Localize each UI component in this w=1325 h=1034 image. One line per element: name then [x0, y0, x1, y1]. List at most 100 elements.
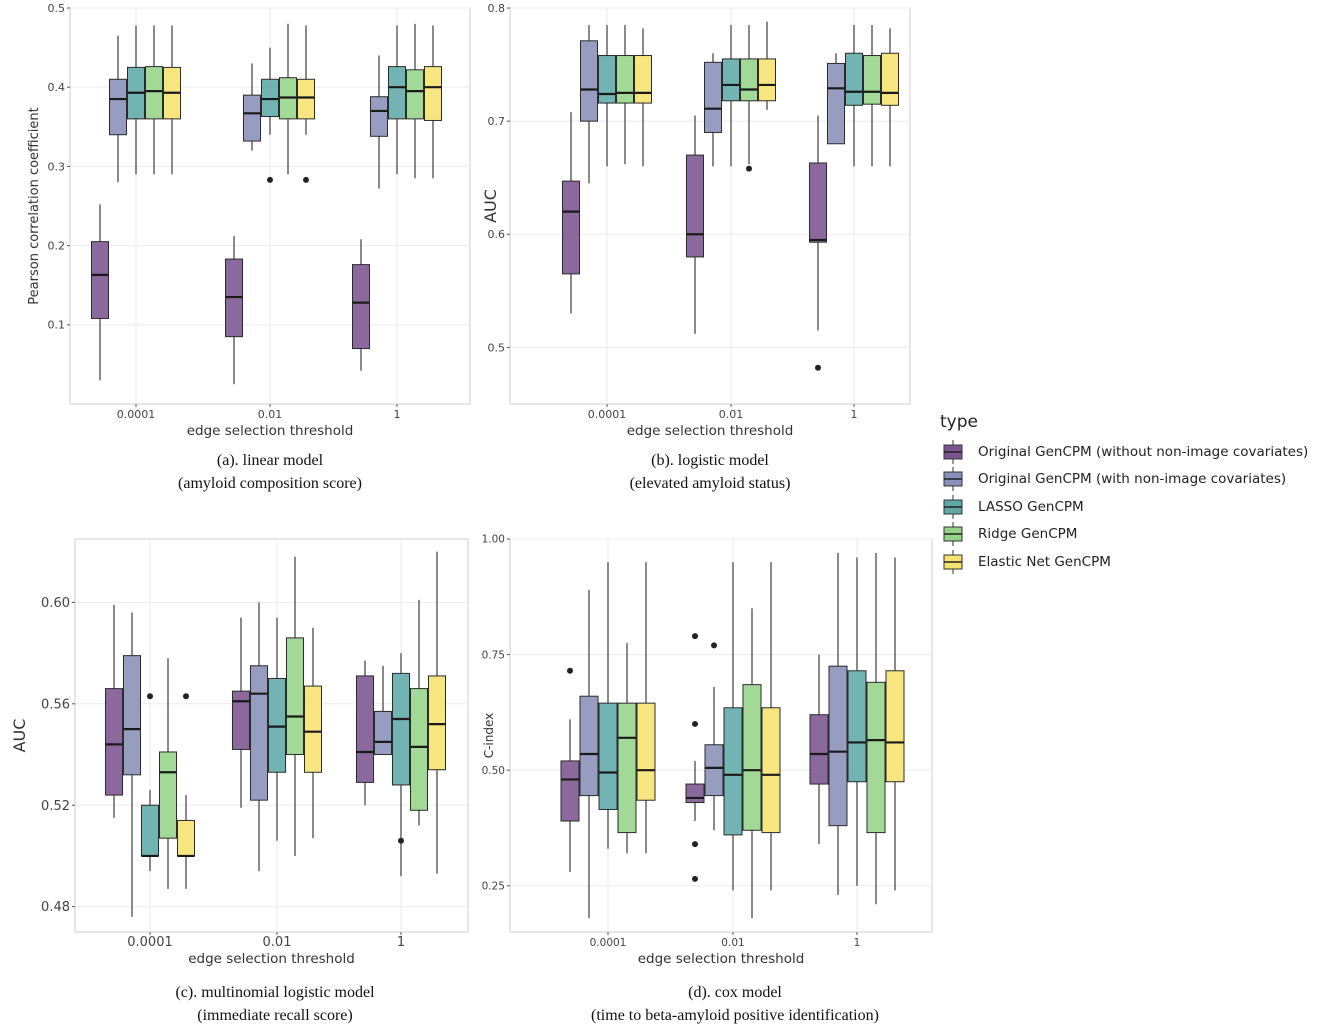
caption-b: (b). logistic model (elevated amyloid st…: [510, 449, 910, 495]
legend-key: [940, 439, 966, 465]
y-axis-label: AUC: [481, 189, 500, 223]
box-mark: [279, 23, 297, 175]
box-mark: [406, 23, 424, 179]
box: [616, 55, 634, 104]
y-tick-label: 0.52: [41, 799, 70, 814]
box-mark: [145, 25, 163, 175]
box-mark: [163, 25, 181, 175]
box-mark: [740, 24, 758, 172]
box: [261, 78, 279, 118]
chart-panel: 0.5 0.6 0.7 0.8 0.0001 0.01 1 edge selection th…: [481, 2, 911, 439]
y-tick-label: 0.48: [41, 900, 70, 915]
y-tick-label: 0.50: [482, 765, 505, 777]
box-mark: [159, 658, 177, 889]
x-axis-label: edge selection threshold: [187, 423, 354, 439]
box: [758, 58, 776, 102]
box-mark: [722, 24, 740, 167]
box: [177, 819, 195, 857]
box: [636, 702, 656, 801]
chart-panel: 0.25 0.50 0.75 1.00 0.0001 0.01 1 edge selectio…: [482, 534, 933, 967]
box-mark: [105, 604, 123, 818]
legend-key: [940, 521, 966, 547]
box-mark: [686, 115, 704, 334]
box-mark: [374, 665, 392, 756]
box-mark: [356, 660, 374, 806]
legend-label: LASSO GenCPM: [978, 498, 1084, 515]
box-mark: [297, 25, 315, 183]
box: [352, 264, 370, 350]
x-tick-label: 1: [854, 937, 861, 949]
box-mark: [261, 47, 279, 183]
legend-item: Original GenCPM (with non-image covariat…: [940, 466, 1308, 494]
box-mark: [704, 642, 724, 831]
box-mark: [809, 654, 829, 845]
box: [286, 637, 304, 756]
outlier-point: [692, 633, 698, 640]
x-axis-label: edge selection threshold: [188, 951, 355, 967]
box: [304, 685, 322, 773]
box-mark: [123, 612, 141, 917]
y-tick-label: 0.4: [48, 81, 66, 94]
x-axis-label: edge selection threshold: [627, 423, 794, 439]
legend-item: Ridge GenCPM: [940, 521, 1308, 549]
outlier-point: [746, 165, 752, 172]
y-tick-label: 0.75: [482, 649, 505, 661]
x-tick-label: 1: [394, 408, 401, 421]
box: [91, 241, 109, 319]
box-mark: [392, 653, 410, 877]
x-tick-label: 0.0001: [127, 935, 173, 950]
box: [410, 688, 428, 811]
caption-d-line1: (d). cox model: [688, 984, 782, 1001]
box: [392, 672, 410, 786]
x-tick-label: 0.01: [263, 935, 292, 950]
box-mark: [723, 562, 743, 891]
box-mark: [742, 608, 762, 919]
box-mark: [704, 53, 722, 167]
caption-d-line2: (time to beta-amyloid positive identific…: [591, 1007, 879, 1024]
caption-c-line2: (immediate recall score): [197, 1007, 353, 1024]
box: [406, 69, 424, 120]
outlier-point: [303, 176, 309, 183]
box: [617, 702, 637, 834]
box: [809, 162, 827, 243]
outlier-point: [692, 841, 698, 848]
box-mark: [579, 589, 599, 919]
box: [723, 707, 743, 836]
box-mark: [232, 617, 250, 808]
y-tick-label: 0.56: [41, 697, 70, 712]
x-axis-label: edge selection threshold: [638, 951, 805, 967]
box: [268, 677, 286, 773]
box-mark: [863, 24, 881, 167]
outlier-point: [815, 364, 821, 371]
outlier-point: [692, 720, 698, 727]
legend: type Original GenCPM (without non-image …: [940, 412, 1308, 576]
y-tick-label: 0.1: [48, 319, 66, 332]
box: [141, 804, 159, 857]
y-tick-label: 0.60: [41, 596, 70, 611]
box: [634, 55, 652, 104]
box: [297, 78, 315, 120]
y-axis-label: AUC: [10, 719, 29, 753]
box-mark: [636, 562, 656, 854]
box: [428, 675, 446, 771]
legend-label: Original GenCPM (without non-image covar…: [978, 443, 1309, 460]
box-mark: [617, 643, 637, 854]
box: [250, 665, 268, 801]
box: [866, 681, 886, 834]
legend-label: Elastic Net GenCPM: [978, 553, 1111, 570]
caption-a-line2: (amyloid composition score): [178, 475, 362, 492]
chart-panel: 0.1 0.2 0.3 0.4 0.5 0.0001 0.01 1 edge selection…: [27, 2, 471, 439]
box-mark: [827, 53, 845, 145]
y-tick-label: 0.5: [48, 2, 66, 15]
box: [374, 710, 392, 756]
outlier-point: [692, 875, 698, 882]
box-mark: [562, 112, 580, 314]
x-tick-label: 0.01: [258, 408, 283, 421]
box-mark: [881, 28, 899, 167]
box: [722, 58, 740, 102]
box: [145, 66, 163, 120]
box: [847, 670, 867, 783]
box: [159, 751, 177, 839]
outlier-point: [267, 176, 273, 183]
box-mark: [177, 693, 195, 889]
